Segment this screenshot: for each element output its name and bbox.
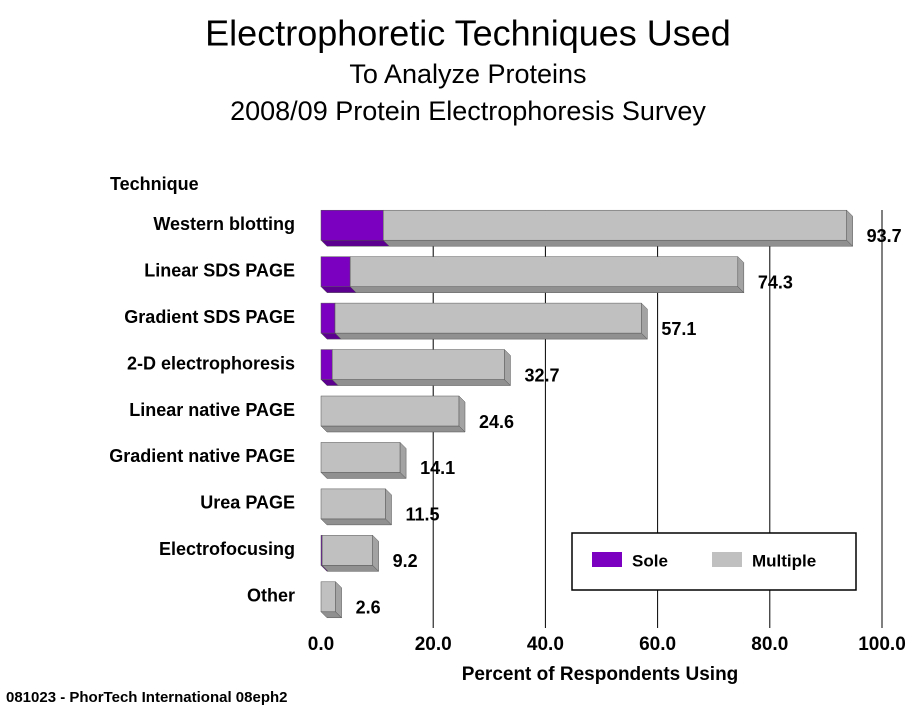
y-tick-label: Electrofocusing — [159, 539, 295, 559]
x-tick-label: 60.0 — [639, 634, 676, 655]
bar-face — [321, 535, 373, 566]
y-tick-label: 2-D electrophoresis — [127, 353, 295, 373]
bar — [320, 581, 343, 619]
bar-side — [385, 488, 392, 526]
bar-bottom — [320, 239, 390, 247]
y-tick-label: Western blotting — [153, 214, 295, 234]
data-label: 9.2 — [393, 551, 418, 571]
bar-face — [349, 256, 739, 287]
x-tick-label: 20.0 — [415, 634, 452, 655]
bar-side — [335, 581, 342, 619]
chart-subtitle: To Analyze Proteins — [349, 59, 586, 89]
chart-title: Electrophoretic Techniques Used — [205, 13, 731, 54]
bar-face — [320, 581, 336, 613]
y-tick-label: Gradient SDS PAGE — [124, 307, 295, 327]
bar-bottom — [331, 379, 512, 386]
bar-face — [320, 395, 460, 427]
bar-face — [320, 209, 384, 241]
bar-side — [504, 348, 511, 387]
bar-bottom — [382, 239, 854, 247]
bar-side — [846, 209, 853, 247]
x-tick-label: 100.0 — [858, 634, 906, 655]
data-label: 93.7 — [867, 226, 902, 246]
bar-face — [320, 349, 333, 380]
legend-label: Sole — [632, 551, 668, 570]
bar — [320, 395, 466, 433]
x-tick-label: 80.0 — [751, 634, 788, 655]
data-label: 14.1 — [420, 458, 455, 478]
legend-swatch — [712, 552, 742, 567]
y-tick-label: Gradient native PAGE — [109, 446, 295, 466]
bar — [320, 209, 390, 247]
footnote: 081023 - PhorTech International 08eph2 — [6, 689, 287, 706]
legend-swatch — [592, 552, 622, 567]
bar-bottom — [320, 425, 466, 433]
y-tick-label: Other — [247, 586, 295, 606]
chart-subtitle: 2008/09 Protein Electrophoresis Survey — [230, 96, 706, 126]
y-tick-label: Urea PAGE — [200, 493, 295, 513]
bar-bottom — [334, 332, 648, 340]
bar-bottom — [320, 518, 393, 526]
bar-bottom — [321, 565, 380, 572]
data-label: 2.6 — [356, 598, 381, 618]
bar — [331, 348, 512, 387]
y-axis-title: Technique — [110, 174, 199, 194]
bar-face — [334, 302, 642, 334]
bar-bottom — [349, 286, 745, 293]
y-tick-label: Linear SDS PAGE — [144, 260, 295, 280]
bar-side — [458, 395, 466, 433]
data-label: 32.7 — [524, 365, 559, 385]
data-label: 74.3 — [758, 272, 793, 292]
bar — [320, 441, 407, 480]
bar — [320, 488, 393, 526]
x-tick-label: 40.0 — [527, 634, 564, 655]
bar-side — [737, 256, 745, 294]
bar — [349, 256, 745, 294]
bar-face — [331, 349, 505, 380]
data-label: 57.1 — [661, 319, 696, 339]
bar — [321, 534, 380, 572]
x-axis-title: Percent of Respondents Using — [462, 664, 739, 685]
bar-face — [320, 256, 351, 287]
bar-bottom — [320, 472, 407, 479]
data-label: 11.5 — [406, 505, 440, 525]
bar-face — [320, 442, 401, 473]
legend-label: Multiple — [752, 551, 816, 570]
bar — [334, 302, 648, 340]
bar-side — [372, 534, 379, 572]
bar-face — [320, 488, 386, 520]
data-label: 24.6 — [479, 412, 514, 432]
bar-face — [320, 302, 336, 334]
bar-side — [399, 441, 407, 480]
bar-side — [641, 302, 648, 340]
bar-face — [383, 209, 847, 241]
y-tick-label: Linear native PAGE — [129, 400, 295, 420]
x-tick-label: 0.0 — [308, 634, 334, 655]
bar — [382, 209, 854, 247]
